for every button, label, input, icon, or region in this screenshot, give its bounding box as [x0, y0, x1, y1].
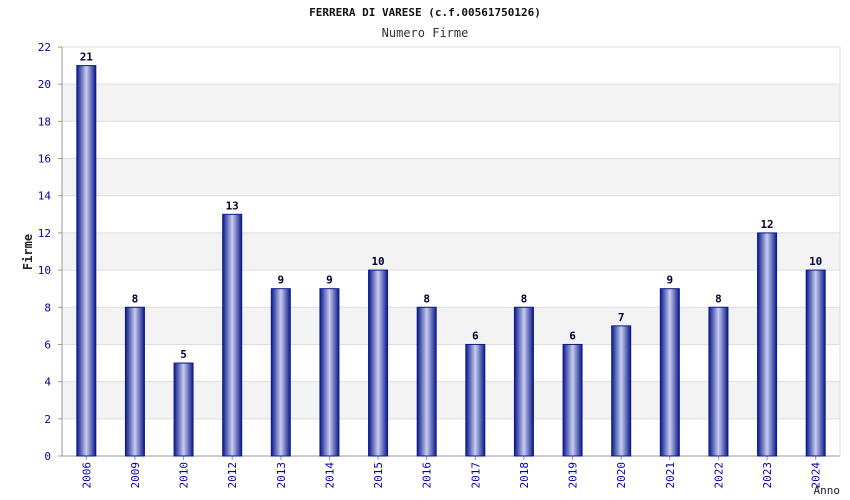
- bar-2021: [659, 288, 680, 457]
- value-label-2017: 6: [472, 329, 479, 342]
- y-tick-label: 4: [44, 376, 51, 389]
- value-label-2015: 10: [371, 255, 384, 268]
- x-tick-label-2012: 2012: [226, 462, 239, 489]
- bar-2022: [708, 306, 729, 457]
- value-label-2014: 9: [326, 274, 333, 287]
- x-tick-label-2023: 2023: [761, 462, 774, 489]
- x-tick-label-2017: 2017: [469, 462, 482, 489]
- value-label-2022: 8: [715, 292, 722, 305]
- x-tick-label-2020: 2020: [615, 462, 628, 489]
- y-tick-label: 14: [38, 190, 52, 203]
- chart-subtitle: Numero Firme: [381, 26, 469, 40]
- bar-2017: [465, 343, 486, 457]
- grid-band: [62, 84, 840, 122]
- value-label-2020: 7: [618, 311, 625, 324]
- value-label-2021: 9: [667, 274, 674, 287]
- bar-2013: [270, 288, 291, 457]
- x-tick-label-2015: 2015: [372, 462, 385, 489]
- bar-2024: [805, 269, 826, 457]
- x-tick-label-2024: 2024: [810, 462, 823, 489]
- bar-2016: [416, 306, 437, 457]
- value-label-2016: 8: [423, 292, 430, 305]
- x-tick-label-2018: 2018: [518, 462, 531, 489]
- bar-2019: [562, 343, 583, 457]
- chart-title: FERRERA DI VARESE (c.f.00561750126): [309, 6, 541, 19]
- y-tick-label: 6: [44, 338, 51, 351]
- value-label-2023: 12: [760, 218, 773, 231]
- x-tick-label-2009: 2009: [129, 462, 142, 489]
- bar-2018: [513, 306, 534, 457]
- bar-2006: [76, 65, 97, 457]
- value-label-2012: 13: [226, 199, 239, 212]
- x-tick-label-2014: 2014: [323, 462, 336, 489]
- value-label-2006: 21: [80, 51, 94, 64]
- y-tick-label: 0: [44, 450, 51, 463]
- bar-2015: [368, 269, 389, 457]
- value-label-2009: 8: [132, 292, 139, 305]
- x-tick-label-2016: 2016: [421, 462, 434, 489]
- y-axis-label: Firme: [21, 234, 35, 270]
- x-tick-label-2021: 2021: [664, 462, 677, 489]
- x-tick-label-2022: 2022: [712, 462, 725, 489]
- x-tick-label-2006: 2006: [80, 462, 93, 489]
- grid-band: [62, 232, 840, 271]
- value-label-2010: 5: [180, 348, 187, 361]
- y-tick-label: 22: [38, 41, 51, 54]
- bar-2009: [124, 306, 145, 457]
- bar-2010: [173, 362, 194, 457]
- y-tick-label: 16: [38, 153, 51, 166]
- value-label-2018: 8: [521, 292, 528, 305]
- y-tick-label: 20: [38, 78, 51, 91]
- y-tick-label: 8: [44, 301, 51, 314]
- y-tick-label: 18: [38, 115, 51, 128]
- x-tick-label-2019: 2019: [567, 462, 580, 489]
- y-tick-label: 2: [44, 413, 51, 426]
- grid-band: [62, 158, 840, 196]
- bar-2012: [222, 213, 243, 457]
- value-label-2019: 6: [569, 329, 576, 342]
- value-label-2013: 9: [278, 274, 285, 287]
- value-label-2024: 10: [809, 255, 822, 268]
- y-tick-label: 12: [38, 227, 51, 240]
- y-tick-label: 10: [38, 264, 51, 277]
- bar-2014: [319, 288, 340, 457]
- bar-2023: [757, 232, 778, 457]
- x-tick-label-2010: 2010: [178, 462, 191, 489]
- x-axis-label: Anno: [814, 484, 841, 497]
- bar-2020: [611, 325, 632, 457]
- x-tick-label-2013: 2013: [275, 462, 288, 489]
